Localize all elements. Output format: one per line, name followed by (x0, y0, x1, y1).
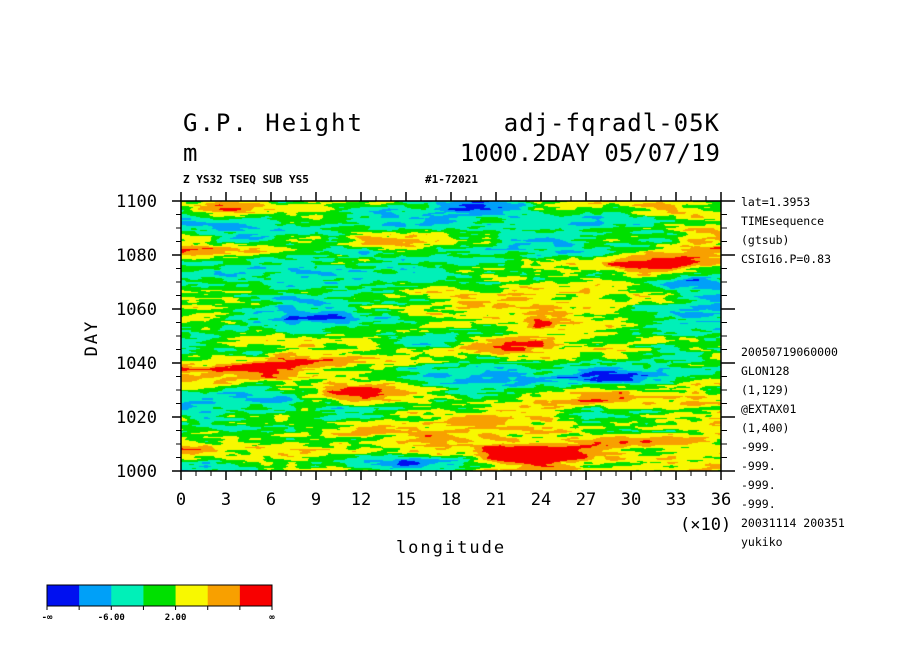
colorbar-frame (46, 584, 273, 607)
x-tick-label: 3 (221, 490, 231, 510)
x-tick-label: 21 (486, 490, 506, 510)
side-info-line: 20050719060000 (741, 345, 838, 359)
side-info-line: -999. (741, 440, 776, 454)
colorbar-swatch (111, 585, 144, 606)
side-info-line: GLON128 (741, 364, 790, 378)
x-axis-multiplier: (×10) (680, 515, 731, 535)
colorbar-swatch (175, 585, 209, 606)
x-axis-title: longitude (396, 538, 506, 558)
y-tick-label: 1040 (116, 354, 157, 374)
side-info-line: @EXTAX01 (741, 402, 796, 416)
y-tick-label: 1000 (116, 462, 157, 482)
y-axis-title: DAY (82, 320, 102, 357)
heatmap-canvas (181, 201, 721, 471)
side-info-line: (1,400) (741, 421, 789, 435)
colorbar-label: -6.00 (98, 613, 125, 623)
subtitle-left: Z YS32 TSEQ SUB YS5 (183, 173, 309, 186)
x-tick-label: 33 (666, 490, 686, 510)
x-tick-label: 27 (576, 490, 596, 510)
colorbar-swatch (207, 585, 241, 606)
colorbar-swatch (143, 585, 177, 606)
side-info-line: (1,129) (741, 383, 789, 397)
axes: 0 3 6 9 12 15 18 21 24 27 30 33 36100010201040106010… (116, 192, 735, 510)
x-tick-label: 0 (176, 490, 186, 510)
side-info-line: -999. (741, 459, 776, 473)
title-left: G.P. Height (183, 109, 364, 137)
x-tick-label: 36 (711, 490, 731, 510)
x-tick-label: 6 (266, 490, 276, 510)
level-date: 1000.2DAY 05/07/19 (460, 139, 720, 167)
colorbar-swatch (79, 585, 112, 606)
side-info-line: 20031114 200351 (741, 516, 845, 530)
y-tick-label: 1080 (116, 246, 157, 266)
side-info-line: yukiko (741, 535, 783, 549)
colorbar: -∞ -6.00 2.00 ∞ (42, 584, 275, 623)
x-tick-label: 9 (311, 490, 321, 510)
y-tick-label: 1100 (116, 192, 157, 212)
subtitle-right: #1-72021 (425, 173, 478, 186)
heatmap-area (181, 201, 721, 471)
x-tick-label: 24 (531, 490, 551, 510)
side-info-line: (gtsub) (741, 233, 789, 247)
side-info-top: lat=1.3953 TIMEsequence (gtsub) CSIG16.P=0.… (741, 195, 831, 266)
side-info-line: CSIG16.P=0.83 (741, 252, 831, 266)
title-right: adj-fqradl-05K (504, 109, 720, 137)
y-tick-label: 1060 (116, 300, 157, 320)
x-tick-label: 12 (351, 490, 371, 510)
x-tick-label: 30 (621, 490, 641, 510)
colorbar-label: ∞ (269, 613, 275, 623)
side-info-line: -999. (741, 478, 776, 492)
x-tick-label: 18 (441, 490, 461, 510)
units-label: m (183, 139, 197, 167)
colorbar-label: -∞ (42, 613, 53, 623)
y-tick-label: 1020 (116, 408, 157, 428)
colorbar-swatch (47, 585, 80, 606)
x-tick-label: 15 (396, 490, 416, 510)
colorbar-label: 2.00 (165, 613, 187, 623)
side-info-bottom: 20050719060000 GLON128 (1,129) @EXTAX01 (1,4… (741, 345, 845, 549)
side-info-line: -999. (741, 497, 776, 511)
side-info-line: lat=1.3953 (741, 195, 810, 209)
colorbar-swatch (239, 585, 273, 606)
side-info-line: TIMEsequence (741, 214, 824, 228)
